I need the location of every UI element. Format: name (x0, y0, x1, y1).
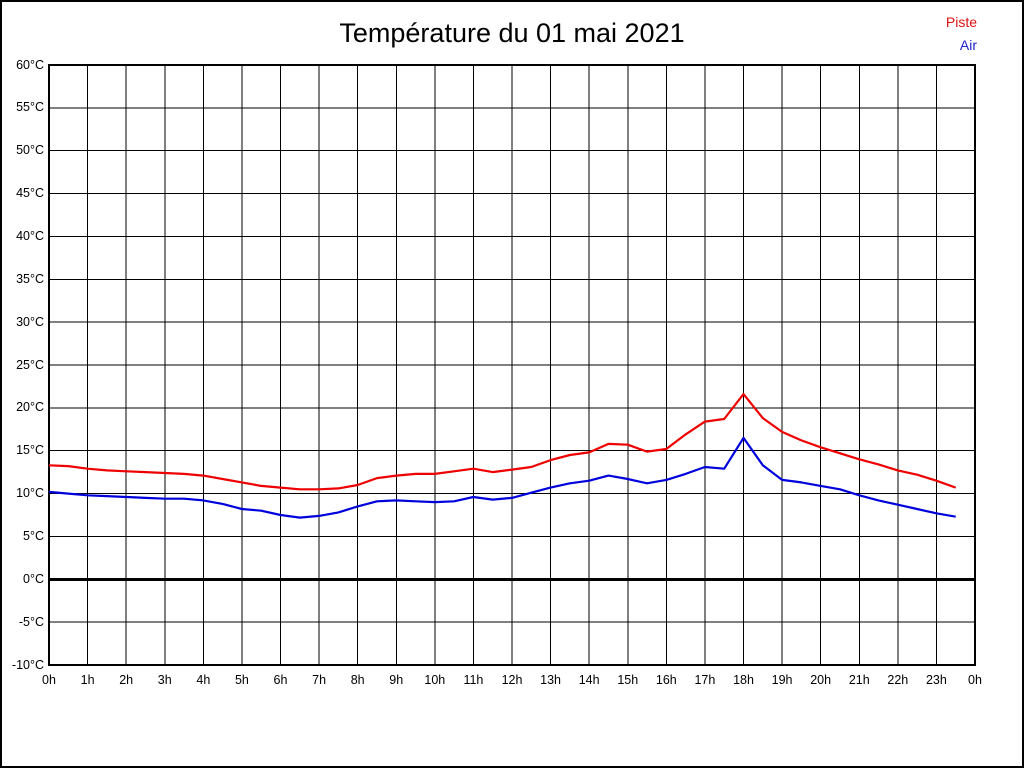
x-tick-label-13: 13h (540, 673, 561, 687)
x-tick-label-10: 10h (424, 673, 446, 687)
legend-label-piste: Piste (945, 14, 977, 30)
y-tick-label-30: 30°C (16, 314, 44, 329)
x-tick-label-14: 14h (578, 673, 600, 687)
y-tick-label-0: 0°C (23, 571, 44, 586)
x-tick-label-2: 2h (119, 673, 134, 687)
x-tick-label-9: 9h (389, 673, 404, 687)
x-tick-label-11: 11h (463, 673, 484, 687)
x-tick-label-4: 4h (196, 673, 211, 687)
x-tick-label-5: 5h (234, 673, 249, 687)
x-tick-label-18: 18h (733, 673, 754, 687)
x-tick-label-23: 23h (925, 673, 947, 687)
y-tick-label-5: 5°C (23, 528, 44, 543)
y-tick-label-60: 60°C (16, 57, 44, 72)
x-tick-label-6: 6h (273, 673, 288, 687)
x-tick-label-21: 21h (848, 673, 870, 687)
x-tick-label-7: 7h (312, 673, 327, 687)
x-tick-label-3: 3h (157, 673, 172, 687)
y-tick-label-55: 55°C (16, 100, 44, 115)
plot-border (48, 64, 976, 666)
x-tick-label-20: 20h (810, 673, 832, 687)
y-tick-label-35: 35°C (16, 271, 44, 286)
x-tick-label-12: 12h (501, 673, 523, 687)
chart-title: Température du 01 mai 2021 (339, 18, 685, 48)
y-tick-label-40: 40°C (16, 228, 44, 243)
x-tick-label-22: 22h (887, 673, 909, 687)
x-tick-label-24: 0h (968, 673, 982, 687)
y-tick-label-50: 50°C (16, 143, 44, 158)
series-line-piste (48, 393, 957, 491)
x-tick-label-8: 8h (350, 673, 365, 687)
x-tick-label-19: 19h (771, 673, 793, 687)
y-tick-label-15: 15°C (16, 443, 44, 458)
x-tick-label-15: 15h (617, 673, 639, 687)
series-line-air (48, 436, 956, 519)
legend-label-air: Air (959, 37, 977, 53)
x-tick-label-16: 16h (655, 673, 677, 687)
chart-legend: Piste Air (946, 11, 977, 57)
y-tick-label-25: 25°C (16, 357, 44, 372)
y-tick-label-45: 45°C (16, 186, 44, 201)
x-tick-label-1: 1h (80, 673, 95, 687)
y-tick-label--10: -10°C (11, 657, 44, 672)
x-tick-label-0: 0h (42, 673, 56, 687)
y-tick-label--5: -5°C (18, 614, 44, 629)
y-tick-label-20: 20°C (16, 400, 44, 415)
y-tick-label-10: 10°C (16, 486, 44, 501)
x-tick-label-17: 17h (694, 673, 716, 687)
